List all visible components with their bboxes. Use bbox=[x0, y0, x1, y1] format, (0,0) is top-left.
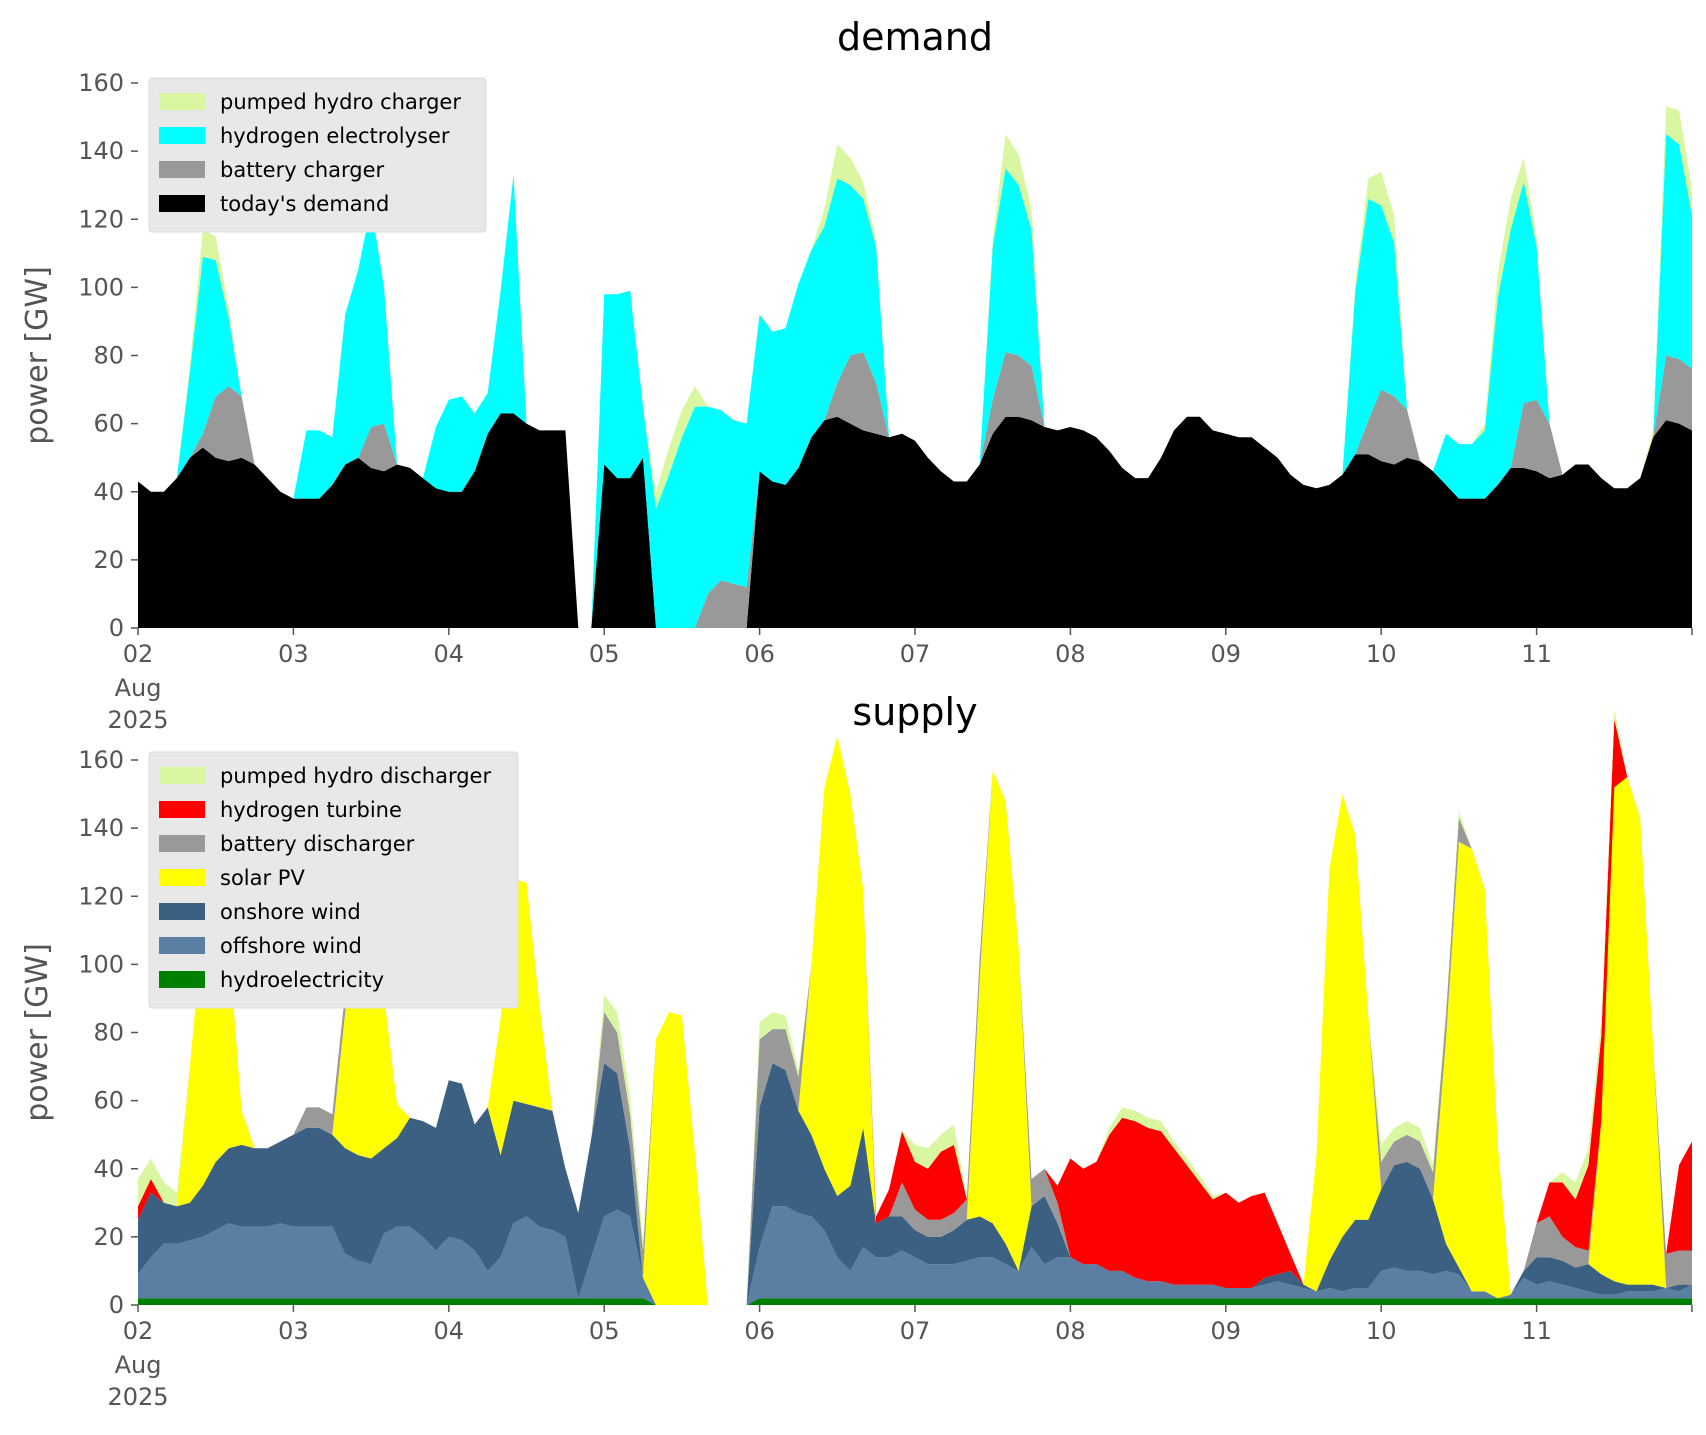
y-tick-label: 120 bbox=[78, 205, 124, 233]
y-tick-label: 0 bbox=[109, 614, 124, 642]
y-tick-label: 140 bbox=[78, 137, 124, 165]
legend-label: today's demand bbox=[220, 192, 389, 216]
x-tick-label: 11 bbox=[1521, 640, 1552, 668]
y-tick-label: 40 bbox=[93, 1155, 124, 1183]
legend-label: pumped hydro charger bbox=[220, 90, 461, 114]
y-tick-label: 60 bbox=[93, 410, 124, 438]
series-area-hydrogen-turbine bbox=[138, 719, 1692, 1305]
legend-swatch bbox=[159, 869, 205, 886]
legend-swatch bbox=[159, 195, 205, 212]
x-tick-sublabel-month: Aug bbox=[115, 674, 162, 702]
y-tick-label: 60 bbox=[93, 1087, 124, 1115]
x-tick-label: 08 bbox=[1055, 640, 1086, 668]
legend-label: onshore wind bbox=[220, 900, 361, 924]
legend-swatch bbox=[159, 93, 205, 110]
legend-label: hydrogen electrolyser bbox=[220, 124, 450, 148]
legend-label: battery charger bbox=[220, 158, 385, 182]
x-tick-label: 09 bbox=[1211, 640, 1242, 668]
chart-panel-demand: demand power [GW] 0 20 40 60 80 100 120 140 160 02 A… bbox=[20, 15, 1693, 734]
x-tick-label: 07 bbox=[900, 640, 931, 668]
legend-swatch bbox=[159, 971, 205, 988]
chart-panel-supply: supply power [GW] 0 20 40 60 80 100 120 140 160 02 A… bbox=[20, 690, 1693, 1411]
x-tick-label: 11 bbox=[1521, 1317, 1552, 1345]
series-area-hydrogen-electrolyser bbox=[138, 134, 1692, 628]
y-tick-label: 160 bbox=[78, 69, 124, 97]
legend-label: solar PV bbox=[220, 866, 305, 890]
x-tick-label: 10 bbox=[1366, 1317, 1397, 1345]
y-tick-label: 100 bbox=[78, 273, 124, 301]
x-tick-label: 03 bbox=[278, 1317, 309, 1345]
y-tick-label: 20 bbox=[93, 546, 124, 574]
legend-label: battery discharger bbox=[220, 832, 415, 856]
x-tick-sublabel-month: Aug bbox=[115, 1351, 162, 1379]
x-tick-label: 07 bbox=[900, 1317, 931, 1345]
legend-swatch bbox=[159, 835, 205, 852]
legend-label: pumped hydro discharger bbox=[220, 764, 491, 788]
x-tick-label: 03 bbox=[278, 640, 309, 668]
y-tick-label: 0 bbox=[109, 1291, 124, 1319]
y-tick-label: 120 bbox=[78, 882, 124, 910]
x-tick-label: 04 bbox=[434, 1317, 465, 1345]
x-tick-label: 02 bbox=[123, 640, 154, 668]
y-axis-label: power [GW] bbox=[20, 266, 55, 445]
legend: pumped hydro charger hydrogen electrolyse… bbox=[148, 77, 487, 233]
x-tick-label: 02 bbox=[123, 1317, 154, 1345]
series-area-offshore-wind bbox=[138, 1206, 1692, 1305]
y-tick-label: 80 bbox=[93, 1019, 124, 1047]
x-tick-label: 05 bbox=[589, 640, 620, 668]
x-tick-sublabel-year: 2025 bbox=[107, 706, 168, 734]
chart-title: supply bbox=[852, 690, 977, 734]
x-tick-sublabel-year: 2025 bbox=[107, 1383, 168, 1411]
legend-swatch bbox=[159, 127, 205, 144]
legend-swatch bbox=[159, 903, 205, 920]
legend-swatch bbox=[159, 767, 205, 784]
legend-label: hydroelectricity bbox=[220, 968, 384, 992]
x-tick-label: 04 bbox=[434, 640, 465, 668]
series-area-hydroelectricity bbox=[138, 1298, 1692, 1305]
legend-swatch bbox=[159, 937, 205, 954]
y-tick-label: 20 bbox=[93, 1223, 124, 1251]
y-axis-label: power [GW] bbox=[20, 943, 55, 1122]
legend-box bbox=[148, 751, 519, 1009]
legend-swatch bbox=[159, 801, 205, 818]
legend: pumped hydro discharger hydrogen turbine b… bbox=[148, 751, 519, 1009]
x-tick-label: 06 bbox=[744, 1317, 775, 1345]
x-tick-label: 05 bbox=[589, 1317, 620, 1345]
legend-label: hydrogen turbine bbox=[220, 798, 402, 822]
y-tick-label: 80 bbox=[93, 342, 124, 370]
series-area-battery-discharger bbox=[138, 736, 1692, 1305]
series-area-onshore-wind bbox=[138, 1063, 1692, 1305]
y-tick-label: 140 bbox=[78, 814, 124, 842]
legend-label: offshore wind bbox=[220, 934, 362, 958]
chart-title: demand bbox=[837, 15, 993, 59]
x-tick-label: 10 bbox=[1366, 640, 1397, 668]
y-tick-label: 40 bbox=[93, 478, 124, 506]
legend-swatch bbox=[159, 161, 205, 178]
y-tick-label: 100 bbox=[78, 950, 124, 978]
legend-box bbox=[148, 77, 487, 233]
x-tick-label: 06 bbox=[744, 640, 775, 668]
y-tick-label: 160 bbox=[78, 746, 124, 774]
x-tick-label: 09 bbox=[1211, 1317, 1242, 1345]
x-tick-label: 08 bbox=[1055, 1317, 1086, 1345]
series-area-today-s-demand bbox=[138, 413, 1692, 628]
